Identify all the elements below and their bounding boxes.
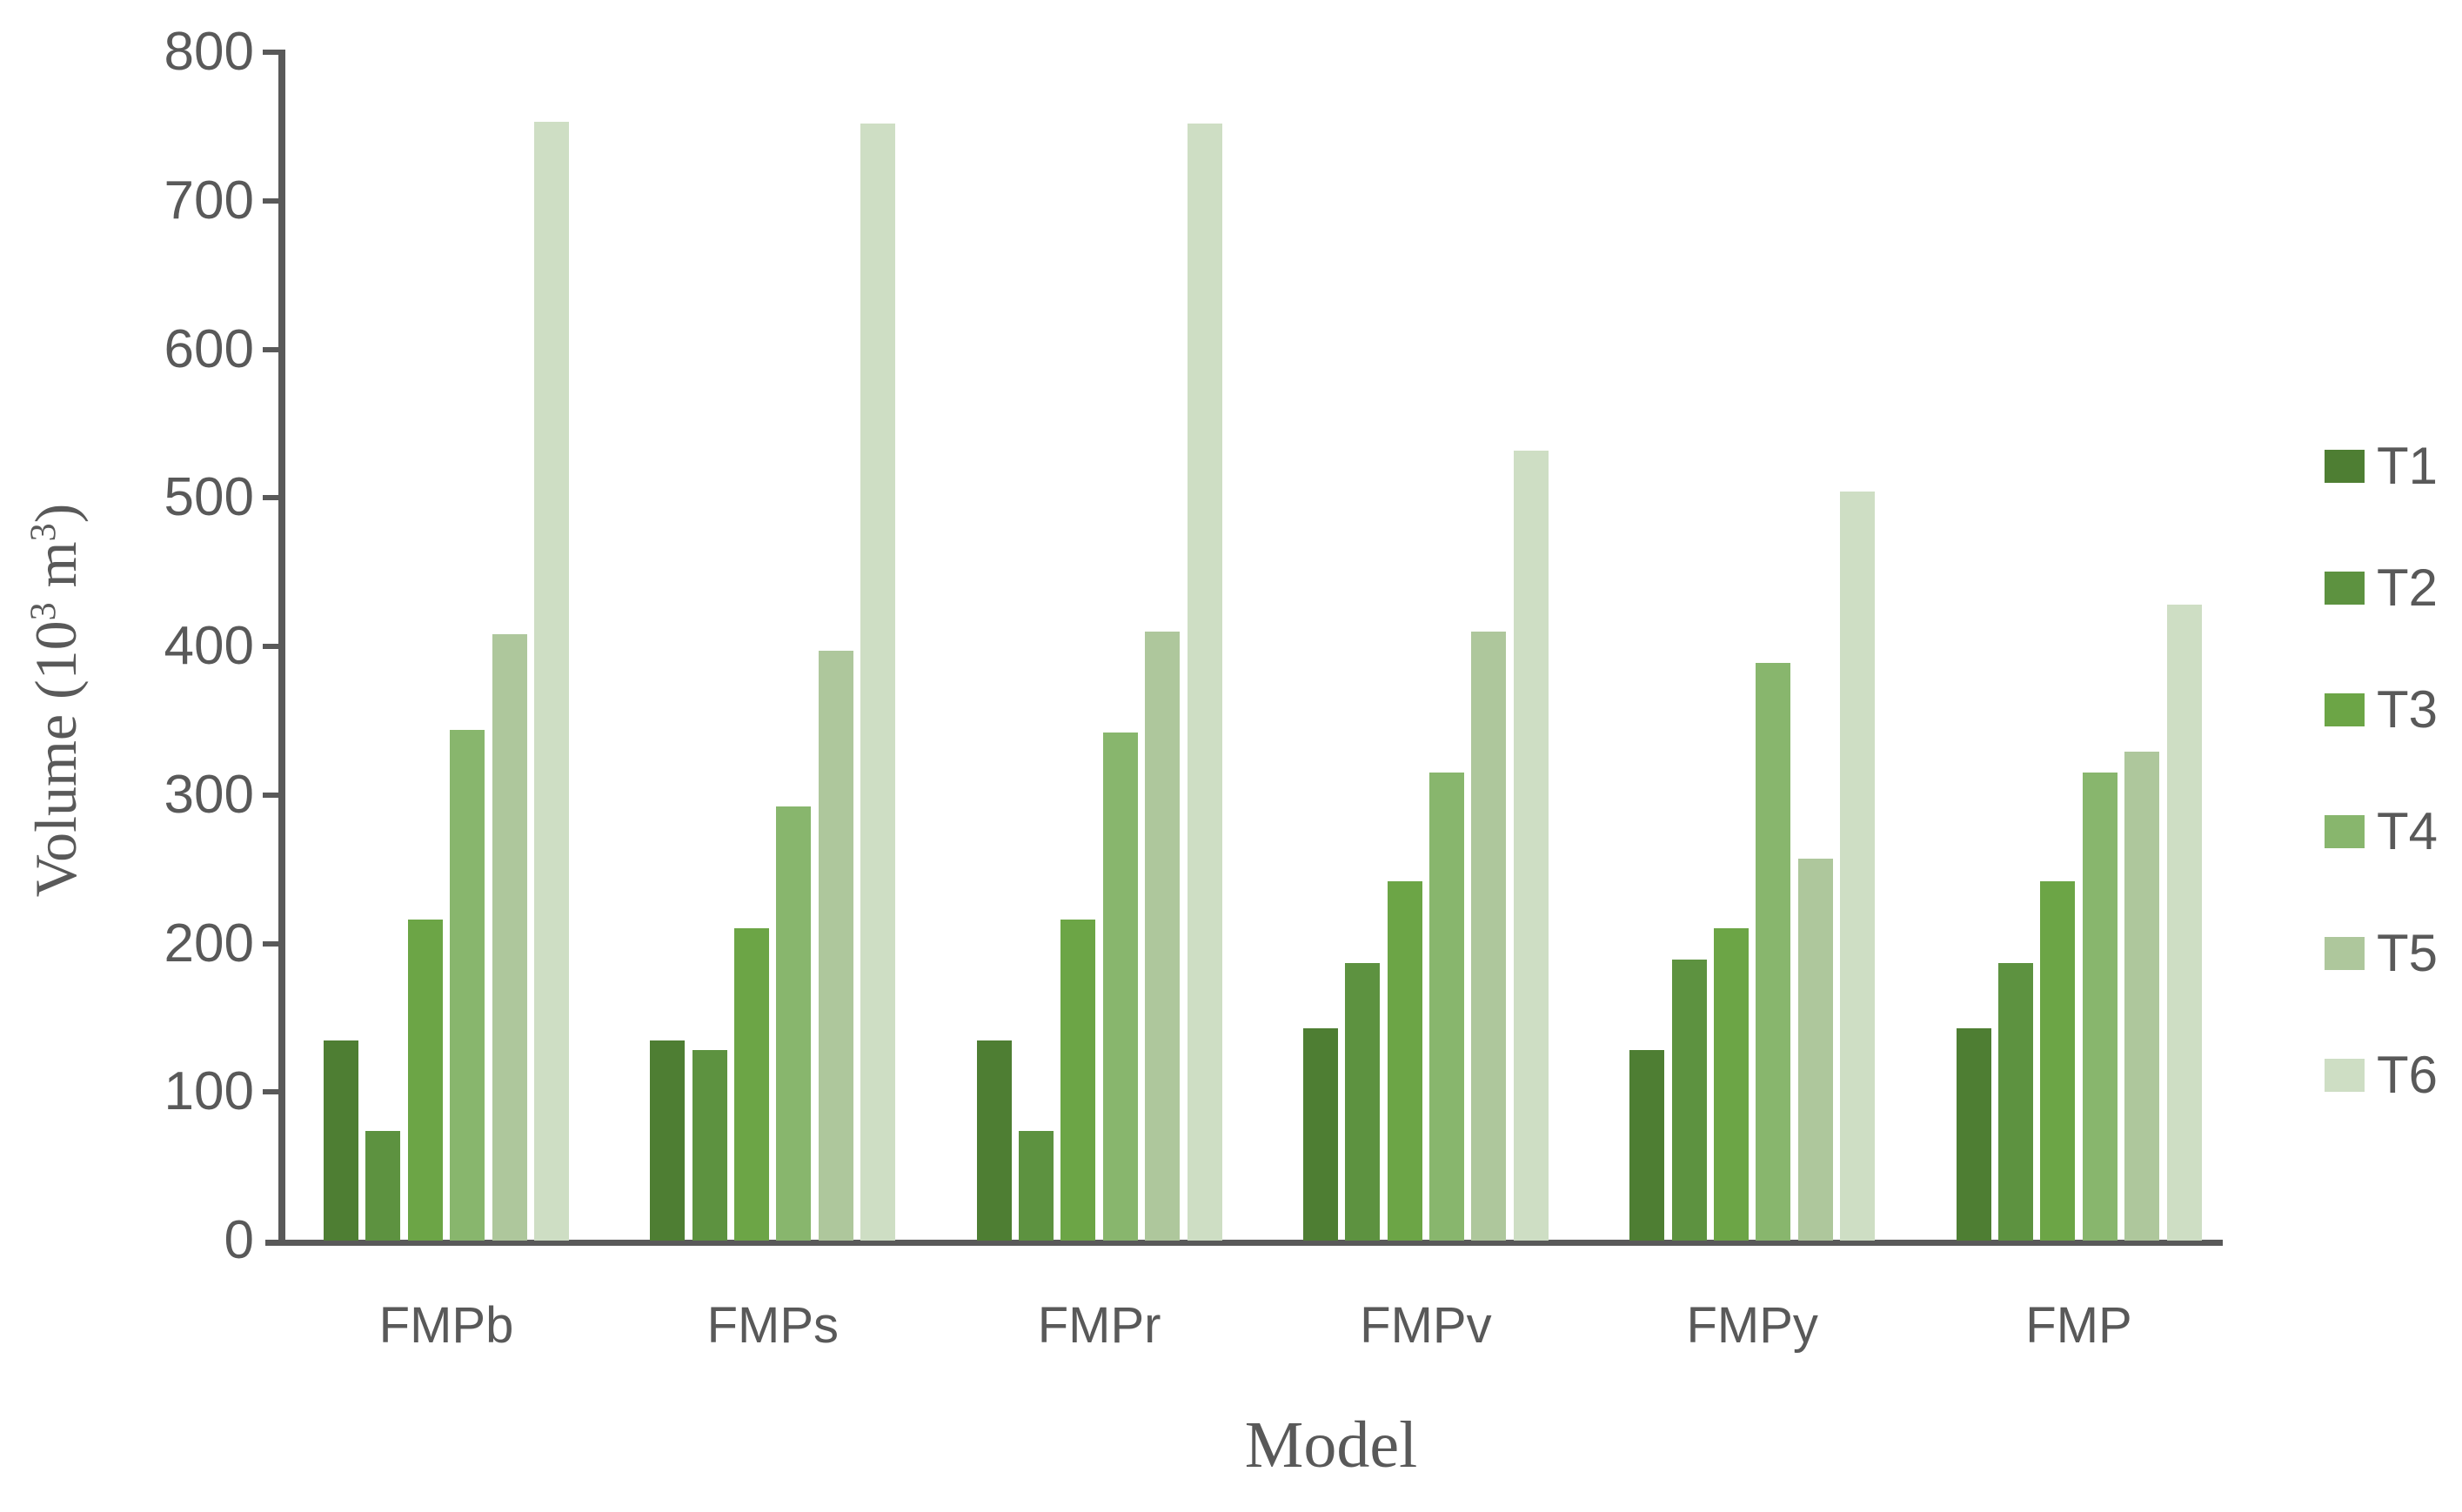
legend-swatch-T1 (2325, 450, 2365, 483)
y-tick-mark-300 (263, 792, 285, 798)
x-axis-line (265, 1240, 2223, 1246)
bar-FMPb-T3 (407, 920, 443, 1241)
bar-FMPr-T1 (976, 1040, 1012, 1241)
x-axis-title: Model (1244, 1408, 1418, 1482)
legend: T1 T2 T3 T4 T5 T6 (2325, 440, 2438, 1181)
bar-FMPs-T4 (776, 806, 812, 1241)
y-tick-mark-600 (263, 346, 285, 352)
x-category-label-FMPs: FMPs (706, 1297, 840, 1354)
bar-FMPs-T3 (734, 928, 770, 1241)
legend-item-T3: T3 (2325, 684, 2438, 736)
y-tick-mark-500 (263, 495, 285, 501)
y-tick-label-300: 300 (164, 764, 254, 825)
bar-group-FMPr (976, 52, 1222, 1241)
bar-FMP-T6 (2166, 605, 2202, 1241)
legend-item-T2: T2 (2325, 562, 2438, 614)
legend-swatch-T2 (2325, 572, 2365, 605)
bar-FMPr-T2 (1018, 1130, 1054, 1241)
bar-FMP-T5 (2124, 752, 2160, 1241)
y-tick-label-800: 800 (164, 22, 254, 82)
bar-FMPr-T5 (1145, 631, 1181, 1241)
y-tick-mark-400 (263, 644, 285, 649)
y-tick-label-0: 0 (224, 1210, 254, 1270)
y-tick-label-600: 600 (164, 318, 254, 379)
bar-FMP-T1 (1956, 1027, 1991, 1241)
bar-FMPb-T4 (450, 729, 485, 1241)
bar-group-FMPb (324, 52, 569, 1241)
bar-FMPv-T3 (1387, 880, 1422, 1241)
bar-FMPb-T1 (324, 1040, 358, 1241)
legend-item-T1: T1 (2325, 440, 2438, 492)
bar-FMPv-T1 (1302, 1027, 1338, 1241)
bar-FMPv-T6 (1513, 450, 1549, 1241)
bar-FMPy-T2 (1671, 960, 1707, 1241)
legend-item-T5: T5 (2325, 927, 2438, 980)
legend-swatch-T3 (2325, 693, 2365, 726)
bar-group-FMPs (650, 52, 896, 1241)
bar-FMP-T4 (2082, 773, 2117, 1241)
bar-FMPy-T4 (1756, 662, 1791, 1241)
y-axis-title: Volume (103 m3) (23, 503, 89, 898)
bar-FMPy-T5 (1797, 859, 1833, 1241)
bar-FMPy-T3 (1713, 928, 1749, 1241)
legend-item-T4: T4 (2325, 806, 2438, 858)
y-tick-mark-700 (263, 197, 285, 204)
bar-FMPr-T4 (1102, 733, 1138, 1241)
bar-group-FMPv (1302, 52, 1549, 1241)
y-tick-label-200: 200 (164, 913, 254, 973)
legend-label-T1: T1 (2377, 437, 2439, 495)
bar-FMPb-T6 (534, 122, 569, 1241)
legend-label-T4: T4 (2377, 802, 2439, 860)
bar-FMPs-T2 (692, 1050, 727, 1241)
bar-FMPv-T2 (1345, 962, 1381, 1241)
x-category-label-FMPy: FMPy (1686, 1297, 1818, 1354)
plot-area: 0 100 200 300 400 500 600 700 800 (164, 25, 2223, 1268)
bar-FMPs-T1 (650, 1040, 686, 1241)
bar-FMP-T3 (2040, 880, 2076, 1241)
y-tick-mark-800 (263, 50, 285, 55)
bar-group-FMPy (1629, 52, 1876, 1241)
y-tick-mark-200 (263, 940, 285, 947)
bar-FMP-T2 (1997, 962, 2033, 1241)
bar-FMPb-T5 (492, 634, 527, 1241)
bar-FMPr-T3 (1060, 920, 1096, 1241)
x-category-label-FMP: FMP (2025, 1297, 2132, 1354)
bar-FMPr-T6 (1187, 123, 1222, 1241)
x-category-label-FMPv: FMPv (1360, 1297, 1492, 1354)
legend-label-T2: T2 (2377, 559, 2439, 617)
legend-item-T6: T6 (2325, 1049, 2438, 1101)
y-tick-label-700: 700 (164, 170, 254, 231)
legend-swatch-T4 (2325, 815, 2365, 848)
legend-label-T5: T5 (2377, 924, 2439, 982)
x-category-label-FMPb: FMPb (378, 1297, 514, 1354)
bar-FMPv-T5 (1471, 631, 1507, 1241)
legend-label-T6: T6 (2377, 1046, 2439, 1104)
legend-label-T3: T3 (2377, 680, 2439, 739)
y-tick-label-400: 400 (164, 616, 254, 676)
bar-FMPb-T2 (365, 1130, 401, 1241)
legend-swatch-T5 (2325, 937, 2365, 970)
y-tick-label-500: 500 (164, 467, 254, 528)
bar-FMPv-T4 (1429, 773, 1465, 1241)
bar-FMPy-T6 (1840, 492, 1876, 1241)
bar-FMPs-T6 (860, 123, 896, 1241)
bar-FMPy-T1 (1629, 1050, 1665, 1241)
y-tick-label-100: 100 (164, 1061, 254, 1122)
x-category-label-FMPr: FMPr (1037, 1297, 1161, 1354)
legend-swatch-T6 (2325, 1059, 2365, 1092)
bar-FMPs-T5 (818, 651, 853, 1241)
y-tick-mark-100 (263, 1089, 285, 1095)
bar-group-FMP (1956, 52, 2202, 1241)
